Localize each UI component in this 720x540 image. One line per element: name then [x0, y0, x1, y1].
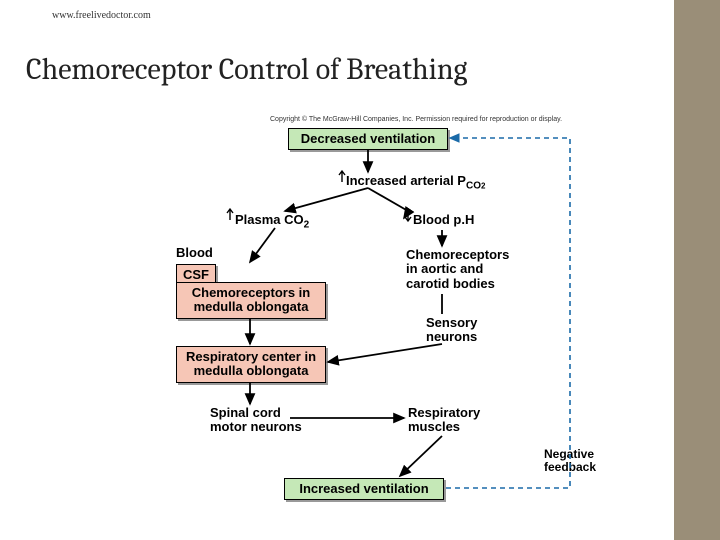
- label-plasma-co2: Plasma CO2: [235, 213, 309, 231]
- label-blood: Blood: [176, 246, 213, 260]
- node-respiratory-center: Respiratory center in medulla oblongata: [176, 346, 326, 383]
- copyright-text: Copyright © The McGraw-Hill Companies, I…: [270, 116, 562, 123]
- node-decreased-ventilation: Decreased ventilation: [288, 128, 448, 150]
- slide-root: www.freelivedoctor.com Chemoreceptor Con…: [0, 0, 720, 540]
- label-chemoreceptors-bodies: Chemoreceptors in aortic and carotid bod…: [406, 248, 509, 291]
- label-increased-pco2: Increased arterial PCO2: [346, 174, 485, 192]
- label-spinal-cord: Spinal cord motor neurons: [210, 406, 302, 435]
- node-increased-ventilation: Increased ventilation: [284, 478, 444, 500]
- page-title: Chemoreceptor Control of Breathing: [26, 52, 467, 87]
- label-negative-feedback: Negative feedback: [544, 448, 596, 474]
- label-sensory-neurons: Sensory neurons: [426, 316, 477, 345]
- flowchart-diagram: Copyright © The McGraw-Hill Companies, I…: [150, 118, 610, 518]
- node-chemoreceptors-medulla: Chemoreceptors in medulla oblongata: [176, 282, 326, 319]
- right-accent-stripe: [674, 0, 720, 540]
- label-respiratory-muscles: Respiratory muscles: [408, 406, 480, 435]
- label-blood-ph: Blood p.H: [413, 213, 474, 227]
- watermark-text: www.freelivedoctor.com: [52, 10, 151, 21]
